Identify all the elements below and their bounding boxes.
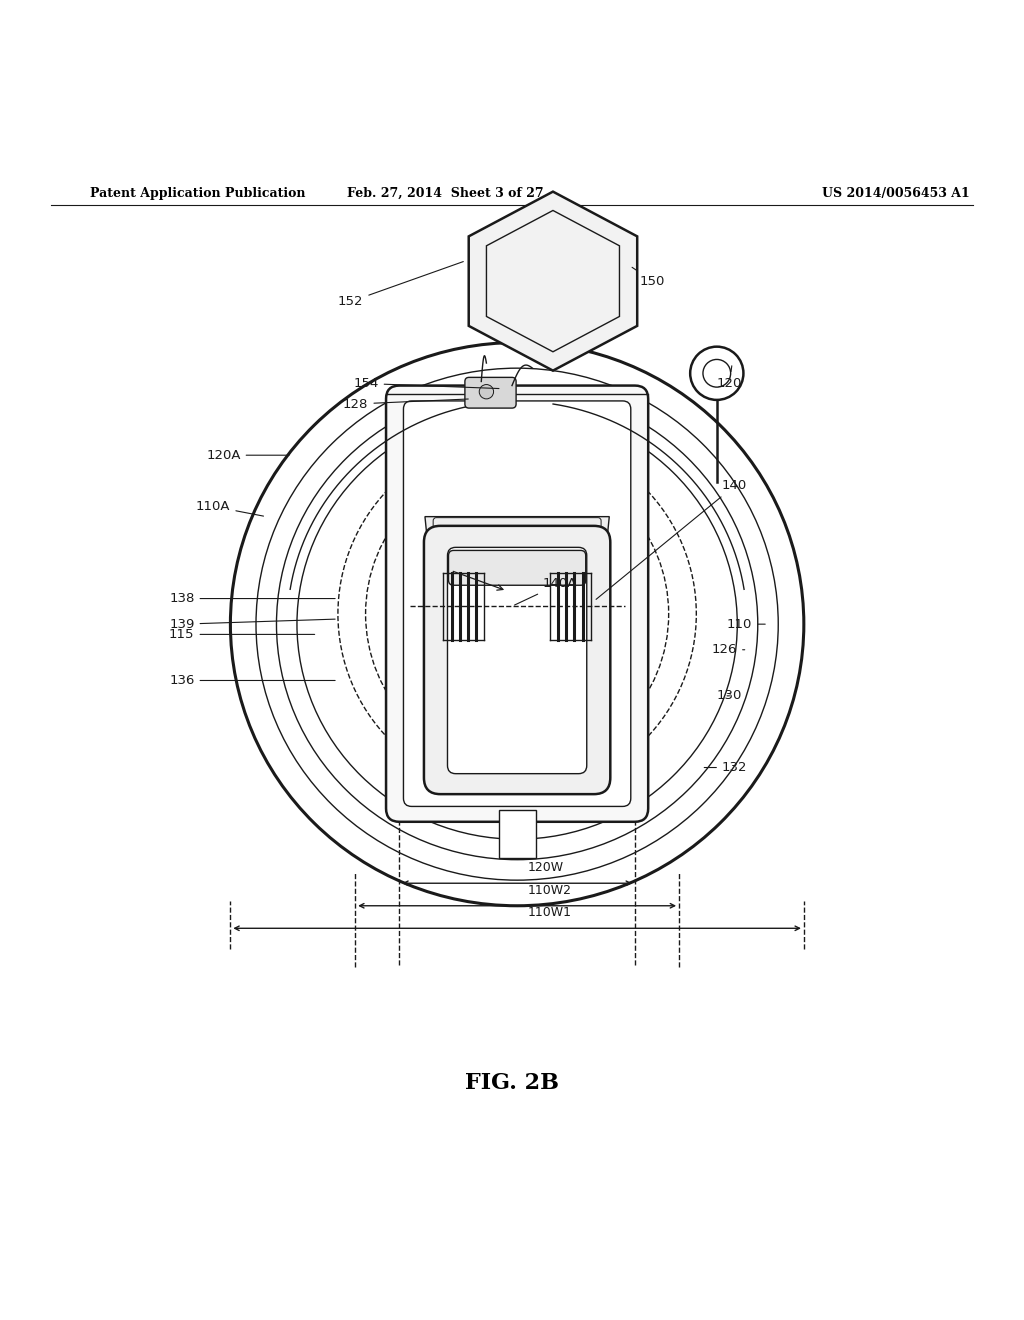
FancyBboxPatch shape — [386, 385, 648, 822]
Text: 140: 140 — [596, 479, 748, 599]
Text: 120A: 120A — [206, 449, 289, 462]
Text: 136: 136 — [169, 675, 335, 686]
Text: 138: 138 — [169, 593, 335, 605]
Polygon shape — [469, 191, 637, 371]
Text: 115: 115 — [169, 628, 314, 642]
Text: 150: 150 — [632, 268, 666, 288]
Ellipse shape — [297, 409, 737, 840]
Text: 128: 128 — [343, 397, 468, 411]
Text: 110W1: 110W1 — [527, 906, 571, 919]
Text: 154: 154 — [353, 378, 499, 389]
Text: 120: 120 — [717, 366, 742, 389]
FancyBboxPatch shape — [447, 548, 587, 774]
Circle shape — [479, 384, 494, 399]
FancyBboxPatch shape — [449, 550, 586, 585]
Text: 120W: 120W — [527, 861, 563, 874]
Text: FIG. 2B: FIG. 2B — [465, 1072, 559, 1094]
Text: 126: 126 — [712, 643, 744, 656]
Circle shape — [702, 359, 731, 387]
FancyBboxPatch shape — [403, 401, 631, 807]
Text: US 2014/0056453 A1: US 2014/0056453 A1 — [822, 186, 970, 199]
Polygon shape — [425, 516, 609, 568]
Text: Patent Application Publication: Patent Application Publication — [90, 186, 305, 199]
Text: 110W2: 110W2 — [527, 883, 571, 896]
Text: 152: 152 — [338, 261, 463, 308]
Text: 132: 132 — [705, 762, 748, 774]
Ellipse shape — [256, 368, 778, 880]
Bar — [499, 809, 536, 858]
Text: 140A: 140A — [514, 577, 578, 605]
FancyBboxPatch shape — [424, 525, 610, 795]
Text: 110A: 110A — [196, 500, 263, 516]
Text: Feb. 27, 2014  Sheet 3 of 27: Feb. 27, 2014 Sheet 3 of 27 — [347, 186, 544, 199]
FancyBboxPatch shape — [465, 378, 516, 408]
Text: 130: 130 — [717, 689, 742, 702]
Text: 110: 110 — [727, 618, 765, 631]
Ellipse shape — [276, 388, 758, 859]
Text: 139: 139 — [169, 618, 335, 631]
